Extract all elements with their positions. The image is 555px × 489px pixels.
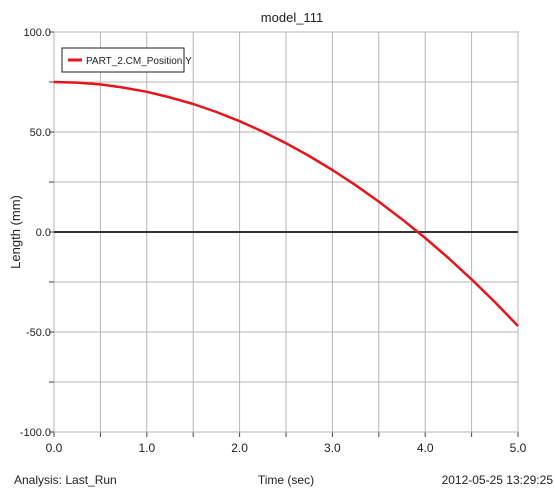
series-line xyxy=(53,80,519,327)
y-axis-label: Length (mm) xyxy=(8,195,23,269)
grid xyxy=(49,31,519,437)
analysis-label: Analysis: Last_Run xyxy=(14,473,117,487)
y-tick-label: -100.0 xyxy=(20,427,51,439)
x-tick-label: 4.0 xyxy=(417,441,434,455)
x-axis-label: Time (sec) xyxy=(258,473,314,487)
x-tick-label: 2.0 xyxy=(231,441,248,455)
y-tick-label: 100.0 xyxy=(23,27,51,39)
y-tick-label: -50.0 xyxy=(26,327,51,339)
x-tick-label: 3.0 xyxy=(324,441,341,455)
x-tick-label: 5.0 xyxy=(510,441,527,455)
y-tick-label: 0.0 xyxy=(36,227,51,239)
legend: PART_2.CM_Position.Y xyxy=(61,47,192,73)
x-tick-label: 0.0 xyxy=(46,441,63,455)
chart-title: model_111 xyxy=(261,10,323,25)
legend-box xyxy=(61,47,185,73)
x-tick-labels: 0.0 1.0 2.0 3.0 4.0 5.0 xyxy=(46,441,527,455)
series-group xyxy=(53,80,519,327)
x-tick-label: 1.0 xyxy=(138,441,155,455)
timestamp-label: 2012-05-25 13:29:25 xyxy=(442,473,554,487)
y-tick-labels: 100.0 50.0 0.0 -50.0 -100.0 xyxy=(20,27,51,439)
legend-label: PART_2.CM_Position.Y xyxy=(86,56,192,67)
y-tick-label: 50.0 xyxy=(30,127,51,139)
